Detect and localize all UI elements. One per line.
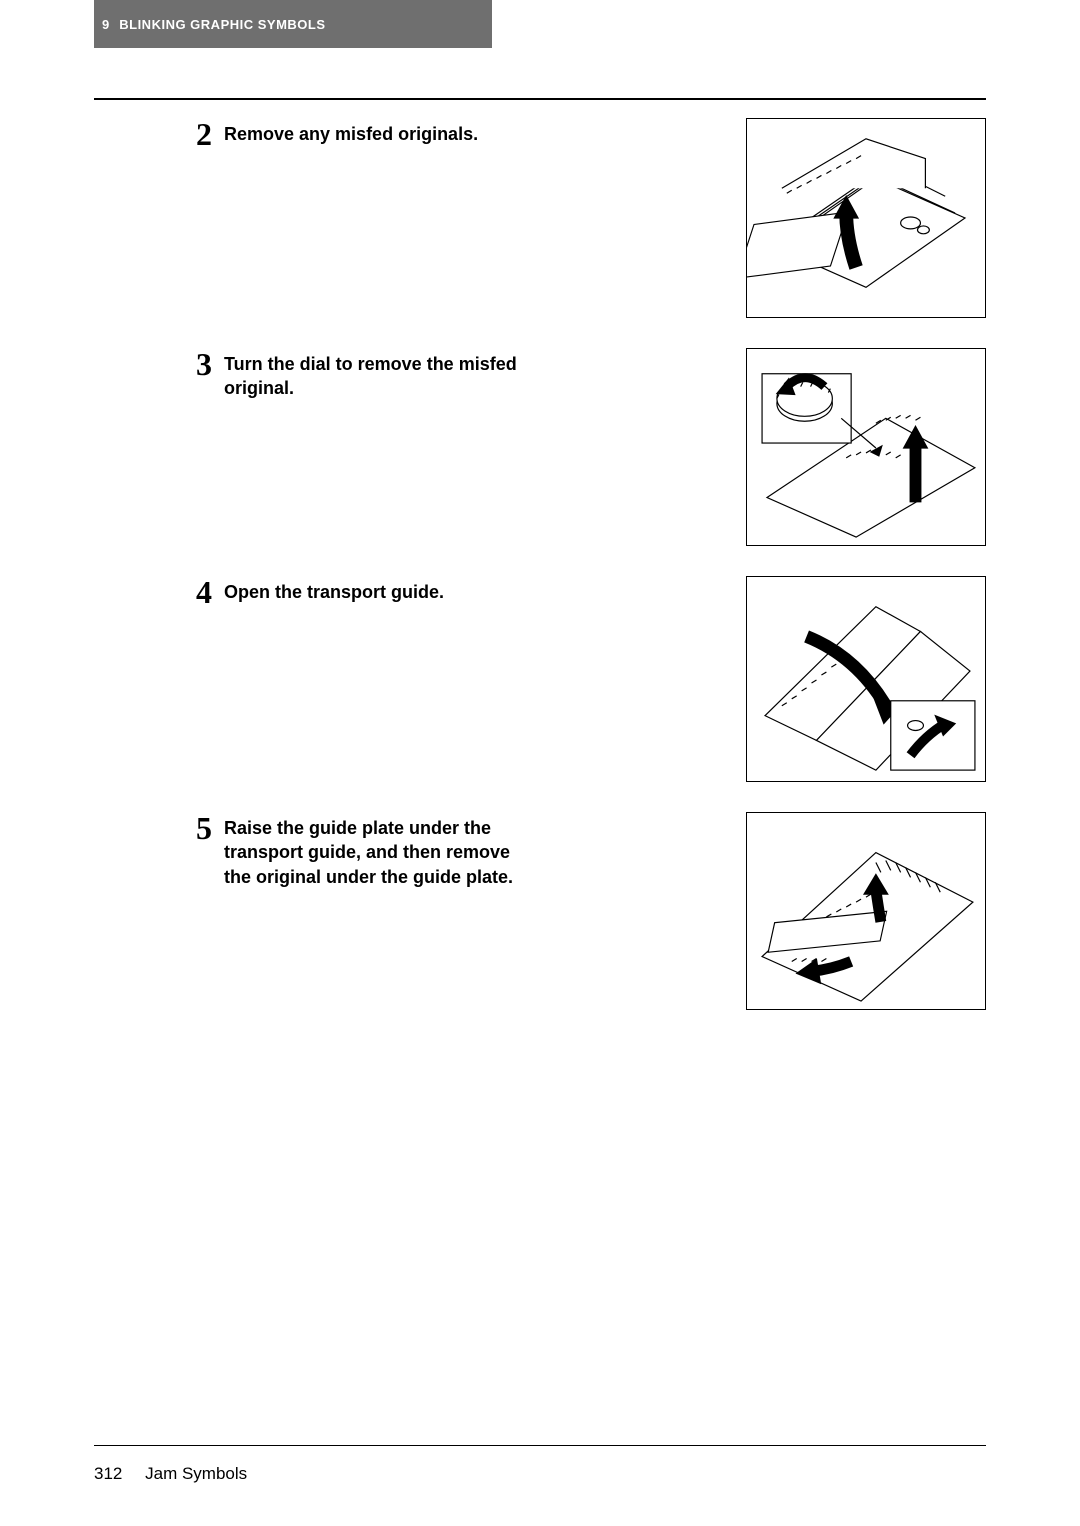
manual-page: 9 BLINKING GRAPHIC SYMBOLS 2 Remove any … — [0, 0, 1080, 1526]
step-text: Turn the dial to remove the misfed origi… — [224, 348, 524, 401]
step-row: 4 Open the transport guide. — [94, 576, 986, 782]
steps-content: 2 Remove any misfed originals. — [94, 118, 986, 1040]
page-footer: 312 Jam Symbols — [94, 1464, 247, 1484]
printer-turn-dial-icon — [747, 349, 985, 545]
step-number: 2 — [174, 118, 224, 150]
step-figure — [746, 812, 986, 1010]
top-divider — [94, 98, 986, 100]
step-figure — [746, 576, 986, 782]
bottom-divider — [94, 1445, 986, 1446]
chapter-title: BLINKING GRAPHIC SYMBOLS — [119, 17, 325, 32]
step-figure — [746, 348, 986, 546]
printer-open-transport-guide-icon — [747, 577, 985, 781]
page-number: 312 — [94, 1464, 122, 1483]
step-text: Raise the guide plate under the transpor… — [224, 812, 524, 889]
step-row: 2 Remove any misfed originals. — [94, 118, 986, 318]
step-text: Remove any misfed originals. — [224, 118, 524, 146]
step-row: 5 Raise the guide plate under the transp… — [94, 812, 986, 1010]
step-row: 3 Turn the dial to remove the misfed ori… — [94, 348, 986, 546]
chapter-number: 9 — [102, 17, 109, 32]
step-number: 4 — [174, 576, 224, 608]
chapter-header: 9 BLINKING GRAPHIC SYMBOLS — [94, 0, 492, 48]
step-number: 5 — [174, 812, 224, 844]
step-figure — [746, 118, 986, 318]
step-text: Open the transport guide. — [224, 576, 524, 604]
printer-remove-originals-icon — [747, 119, 985, 317]
step-number: 3 — [174, 348, 224, 380]
footer-section-title: Jam Symbols — [145, 1464, 247, 1483]
printer-raise-guide-plate-icon — [747, 813, 985, 1009]
